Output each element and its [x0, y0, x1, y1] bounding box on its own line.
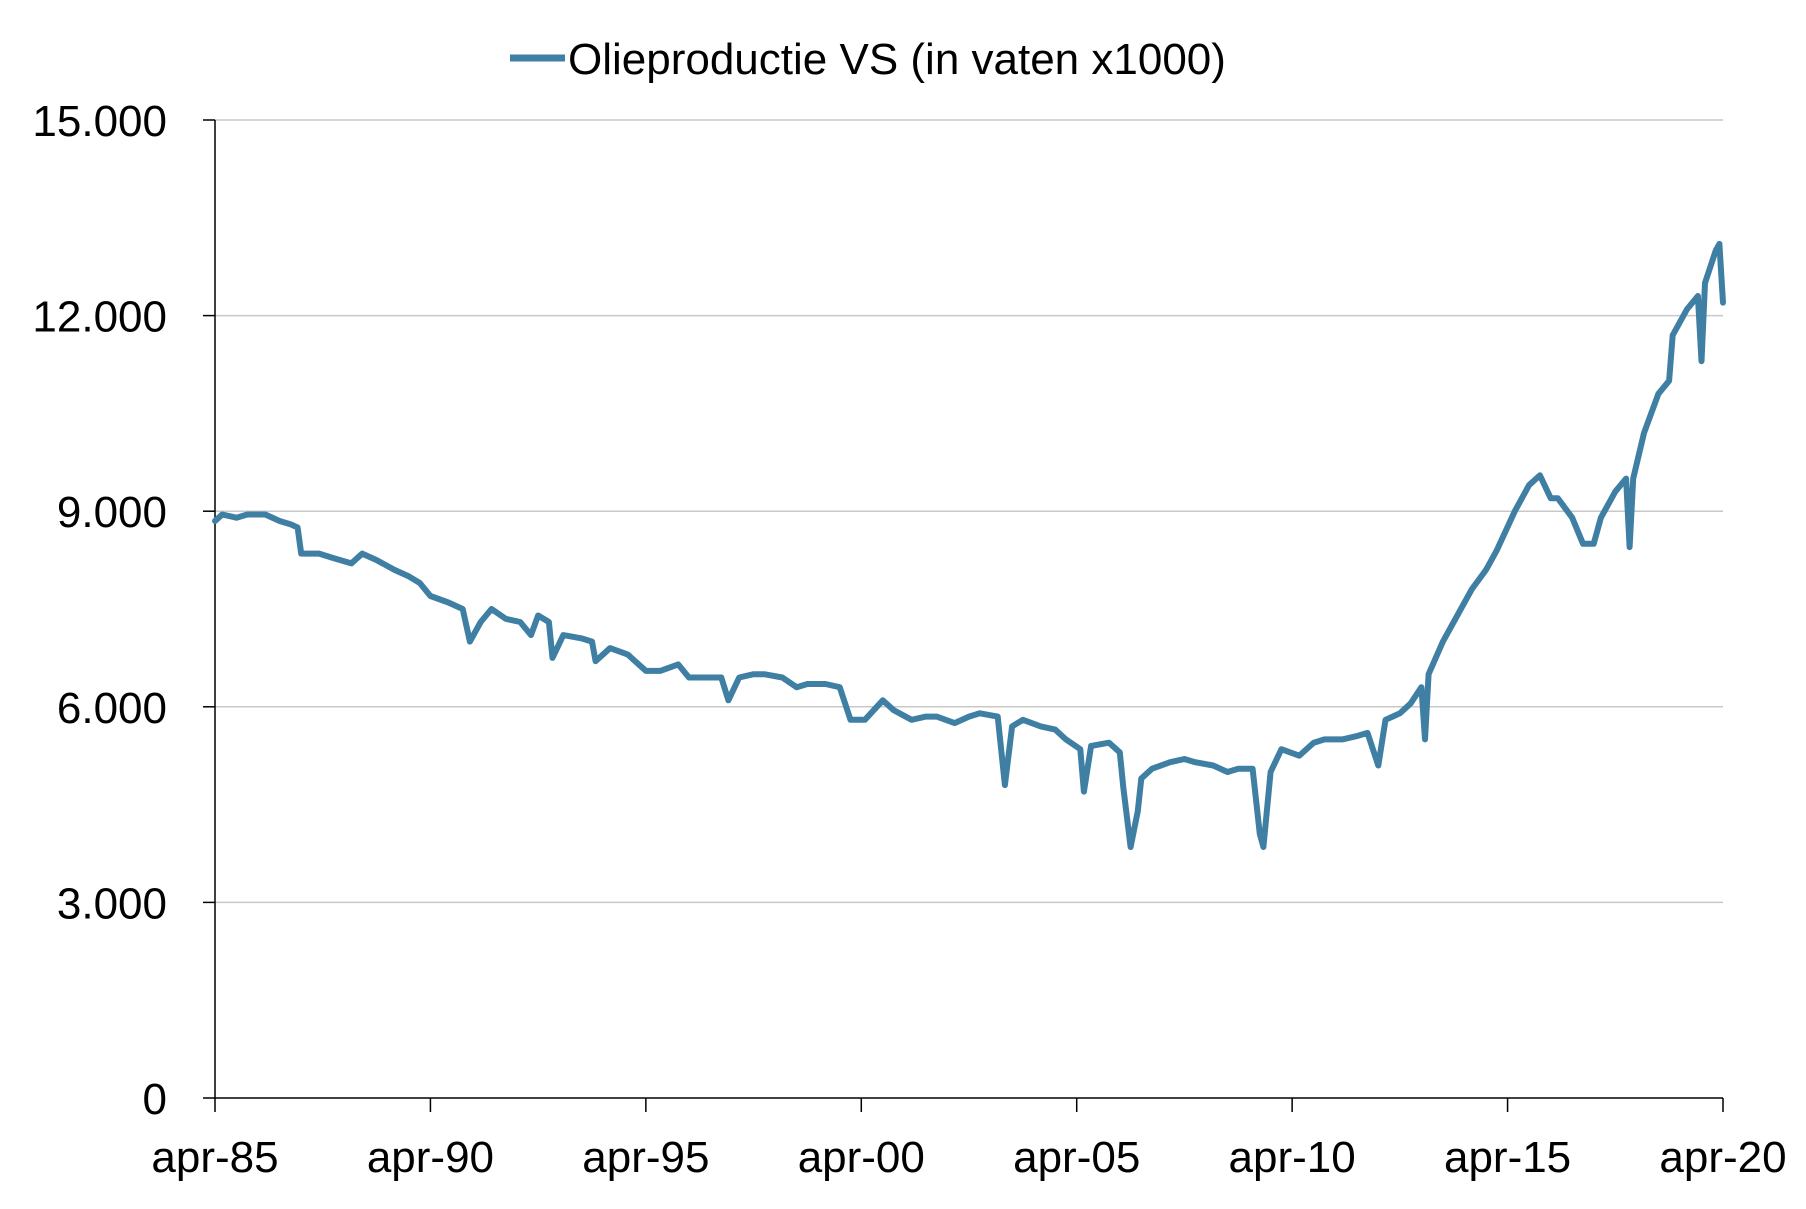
legend: Olieproductie VS (in vaten x1000) [510, 35, 1226, 84]
x-tick-label: apr-95 [582, 1133, 709, 1182]
x-tick-label: apr-15 [1444, 1133, 1571, 1182]
x-tick-label: apr-85 [151, 1133, 278, 1182]
y-tick-label: 6.000 [57, 684, 167, 733]
y-tick-label: 3.000 [57, 879, 167, 928]
gridlines [215, 119, 1723, 904]
y-tick-label: 12.000 [32, 293, 167, 342]
legend-label: Olieproductie VS (in vaten x1000) [568, 35, 1226, 84]
series-layer [212, 240, 1726, 850]
x-tick-label: apr-00 [798, 1133, 925, 1182]
x-axis-ticks: apr-85 apr-90 apr-95 apr-00 apr-05 apr-10 apr-… [151, 1098, 1787, 1182]
x-tick-label: apr-10 [1229, 1133, 1356, 1182]
y-tick-label: 0 [143, 1075, 167, 1124]
x-tick-label: apr-05 [1013, 1133, 1140, 1182]
x-tick-label: apr-20 [1659, 1133, 1786, 1182]
y-tick-label: 15.000 [32, 97, 167, 146]
series-line [212, 240, 1726, 850]
y-tick-label: 9.000 [57, 488, 167, 537]
x-tick-label: apr-90 [367, 1133, 494, 1182]
y-axis-ticks: 0 3.000 6.000 9.000 12.000 15.000 [32, 97, 215, 1124]
axes [214, 120, 1723, 1099]
